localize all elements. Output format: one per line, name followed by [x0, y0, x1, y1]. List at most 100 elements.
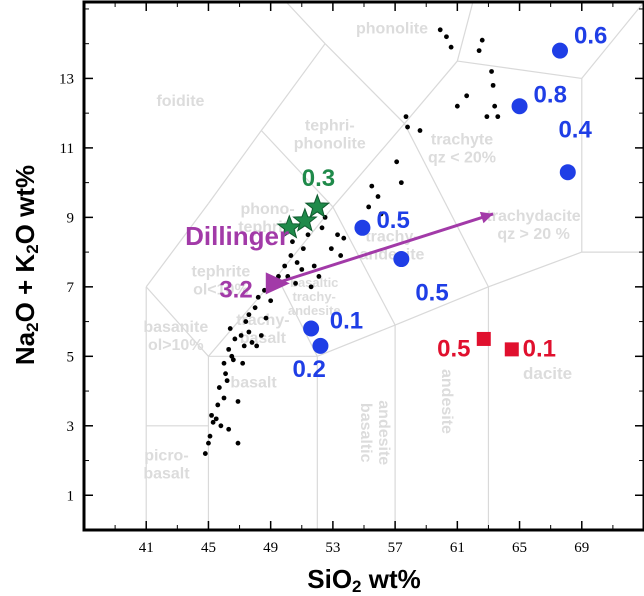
annotation-label: 0.5 — [415, 280, 448, 307]
trend-arrow-head — [479, 211, 494, 224]
red-sample-square — [504, 342, 519, 357]
sample-dot — [311, 263, 317, 269]
classification-field-labels: phonolite foidite tephri-phonolite trachyte… — [143, 20, 580, 482]
sample-dot — [454, 103, 460, 109]
sample-dot — [308, 284, 314, 290]
x-axis-title-main: SiO — [307, 564, 352, 594]
x-axis-title-rest: wt% — [362, 564, 421, 594]
field-label-trachydacite: trachydacite qz > 20 % — [486, 208, 580, 243]
blue-sample-circle — [552, 42, 568, 59]
sample-dot — [276, 274, 281, 279]
field-label-line: andesite — [360, 247, 425, 264]
sample-dot — [238, 333, 244, 338]
sample-dot — [448, 44, 454, 50]
y-tick-label: 7 — [67, 280, 75, 296]
x-tick-label: 45 — [201, 540, 216, 556]
field-boundary — [456, 1, 474, 62]
field-label-line: trachy- — [293, 289, 336, 304]
sample-dot — [230, 357, 236, 363]
sample-dot — [240, 360, 246, 366]
field-label-andesite: andesite — [438, 369, 455, 434]
data-marks — [202, 27, 576, 456]
field-boundary — [324, 43, 405, 125]
sample-dot — [263, 315, 269, 321]
field-label-phonotephrite: phono-tephrite — [238, 201, 297, 236]
annotation-label: 0.8 — [534, 82, 567, 109]
field-label-line: qz < 20% — [428, 149, 496, 166]
field-label-phonolite: phonolite — [356, 20, 428, 37]
annotation-label: 0.4 — [558, 116, 592, 143]
green-sample-star — [276, 214, 303, 239]
sample-dot — [210, 419, 216, 425]
annotation-label: 0.5 — [376, 207, 409, 234]
field-label-line: picro- — [144, 448, 188, 465]
sample-dot — [246, 329, 252, 335]
sample-dot — [206, 440, 211, 446]
sample-dot — [378, 211, 384, 217]
sample-dot — [464, 93, 470, 99]
field-label-line: tephrite — [192, 263, 251, 280]
y-axis-title-a: Na — [10, 331, 40, 365]
x-tick-label: 53 — [325, 540, 340, 556]
sample-dot — [375, 194, 381, 199]
field-label-line: basaltic — [357, 403, 374, 463]
sample-dot — [232, 336, 238, 342]
sample-dot — [207, 433, 213, 439]
sample-dot — [241, 343, 247, 349]
sample-dot — [341, 235, 347, 241]
field-label-line: phono- — [240, 201, 294, 218]
field-boundary — [581, 1, 644, 79]
blue-sample-circle — [393, 251, 410, 268]
annotation-label: 0.6 — [574, 23, 607, 50]
blue-sample-circle — [312, 337, 329, 354]
sample-dot — [202, 451, 208, 456]
green-sample-star — [304, 193, 331, 218]
sample-dot — [405, 124, 410, 130]
y-axis-title-a-sub: 2 — [23, 322, 42, 331]
field-label-line: trachyte — [431, 131, 493, 148]
annotation-label: 0.2 — [292, 356, 325, 383]
sample-dot — [221, 360, 227, 366]
field-label-basaltic-trachyandesite: basaltic trachy-andesite — [288, 275, 341, 318]
sample-dot — [213, 416, 219, 422]
x-tick-label: 65 — [512, 540, 527, 556]
x-tick-label: 69 — [574, 540, 589, 556]
field-boundary — [332, 206, 396, 326]
field-label-basanite: basanite ol>10% — [143, 319, 208, 354]
field-label-picrobasalt: picro-basalt — [143, 448, 190, 483]
field-boundary — [260, 43, 326, 131]
sample-dot — [293, 280, 298, 286]
y-tick-label: 11 — [60, 141, 74, 157]
annotation-label: 0.1 — [330, 308, 363, 335]
sample-dot — [254, 343, 260, 349]
sample-dot — [338, 253, 344, 258]
sample-dot — [479, 37, 485, 43]
sample-dot — [328, 246, 334, 252]
field-boundary — [488, 251, 582, 288]
y-axis-title-c: O wt% — [10, 165, 40, 244]
y-axis-title: Na2O + K2O wt% — [10, 165, 42, 365]
classification-field-lines — [145, 1, 644, 530]
field-label-tephriphonolite: tephri-phonolite — [294, 118, 366, 153]
sample-dot — [398, 180, 404, 186]
blue-sample-circle — [511, 98, 528, 115]
sample-dot — [484, 114, 490, 120]
field-boundary — [394, 286, 489, 326]
field-boundary — [207, 130, 262, 204]
field-boundary — [260, 130, 334, 208]
sample-dot — [403, 114, 409, 120]
sample-dot — [249, 340, 255, 345]
field-boundary — [145, 203, 209, 288]
sample-dot — [221, 395, 227, 401]
field-boundary — [145, 286, 209, 357]
blue-sample-circle — [354, 219, 371, 236]
sample-dot — [366, 204, 372, 210]
sample-dot — [489, 69, 494, 74]
sample-dot — [300, 246, 306, 252]
annotation-label: 0.3 — [302, 165, 335, 192]
sample-dot — [290, 239, 295, 245]
sample-dot — [226, 426, 232, 432]
x-tick-label: 57 — [388, 540, 404, 556]
